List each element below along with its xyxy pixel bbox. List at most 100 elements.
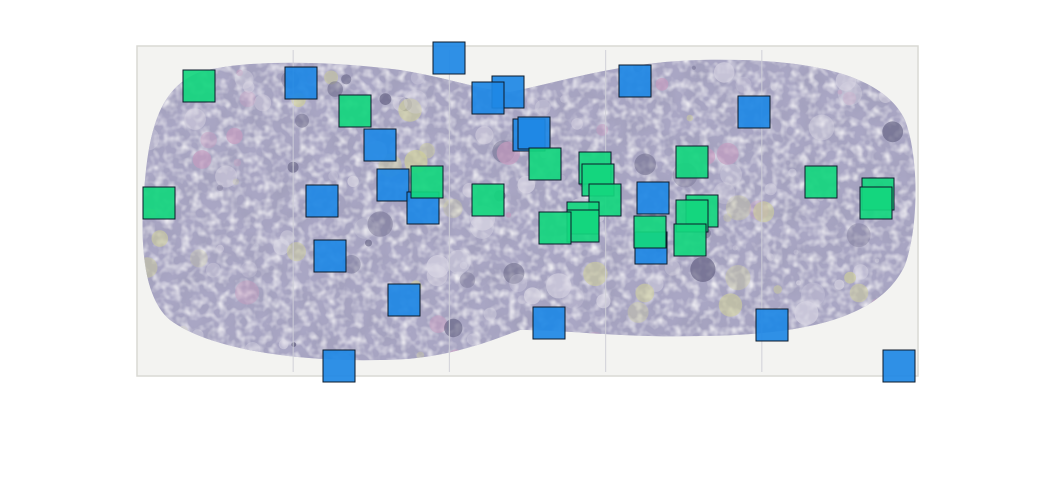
stain-spot [483,307,497,321]
stain-spot [808,114,835,141]
stain-spot [379,93,392,105]
stain-spot [466,333,479,346]
stain-spot [546,273,572,299]
green-square-marker [675,145,709,179]
stain-spot [232,178,239,185]
stain-spot [583,261,608,287]
blue-square-marker [618,64,652,98]
stain-spot [236,69,243,77]
stain-spot [794,301,819,326]
stain-spot [254,94,272,112]
stain-spot [725,195,752,221]
stain-spot [184,108,206,130]
stain-spot [732,245,738,251]
blue-square-marker [313,239,347,273]
stain-spot [327,81,344,97]
stain-spot [560,95,568,103]
stain-spot [403,89,428,114]
stain-spot [280,230,295,245]
stain-spot [526,97,540,112]
marker-layer [142,41,916,383]
stain-spot [635,283,655,303]
blue-square-marker [376,168,410,202]
stain-spot [690,256,716,282]
stain-spot [286,242,306,262]
green-square-marker [142,186,176,220]
stain-spot [664,260,681,276]
stain-spot [192,150,212,169]
stain-spot [295,113,309,128]
stain-spot [596,294,611,309]
stain-spot [720,163,742,186]
blue-square-marker [636,181,670,215]
stain-spot [243,81,255,93]
green-square-marker [538,211,572,245]
stain-spot [215,165,238,188]
stain-spot [523,287,541,305]
stain-spot [766,253,774,261]
stain-spot [216,244,225,253]
blue-square-marker [755,308,789,342]
stain-spot [426,255,450,278]
blue-square-marker [363,128,397,162]
stain-spot [444,318,463,338]
stain-spot [842,91,857,106]
stain-spot [834,279,845,290]
stain-spot [509,274,528,292]
blue-square-marker [737,95,771,129]
stain-spot [142,257,158,278]
blue-square-marker [322,349,356,383]
stain-spot [253,243,259,249]
green-square-marker [338,94,372,128]
stain-spot [354,218,375,239]
stain-spot [216,184,224,191]
stain-spot [446,249,471,274]
stain-spot [735,76,752,93]
green-square-marker [633,215,667,249]
stain-spot [691,65,697,70]
stain-spot [793,249,799,255]
stain-spot [503,262,525,284]
stain-spot [773,285,782,294]
green-square-marker [673,223,707,257]
stain-spot [239,90,256,108]
stain-spot [716,142,739,165]
stain-spot [459,272,476,288]
stain-spot [365,239,372,247]
stain-spot [627,301,649,323]
stain-spot [459,261,468,270]
stain-spot [753,201,775,223]
stain-spot [342,254,361,274]
stain-spot [713,62,735,83]
stain-spot [328,171,339,181]
stain-spot [713,182,736,204]
stain-spot [443,198,463,219]
stain-spot [686,114,694,122]
stain-spot [882,121,904,143]
blue-square-marker [305,184,339,218]
blue-square-marker [532,306,566,340]
stain-spot [151,230,169,247]
green-square-marker [182,69,216,103]
green-square-marker [471,183,505,217]
stain-spot [764,183,777,196]
stain-spot [770,84,778,91]
stain-spot [571,118,583,130]
stain-spot [235,280,260,305]
stain-spot [341,74,352,85]
stain-spot [278,339,289,350]
blue-square-marker [387,283,421,317]
stain-spot [725,265,751,291]
tissue-section [142,59,916,361]
stain-spot [844,271,856,284]
stain-spot [562,286,585,309]
stain-spot [796,280,802,286]
stain-spot [206,262,221,278]
stain-spot [535,99,551,116]
stain-spot [410,70,425,85]
stain-spot [655,77,669,91]
blue-square-marker [471,81,505,115]
stain-spot [429,315,448,334]
blue-square-marker [882,349,916,383]
stain-spot [718,293,743,317]
